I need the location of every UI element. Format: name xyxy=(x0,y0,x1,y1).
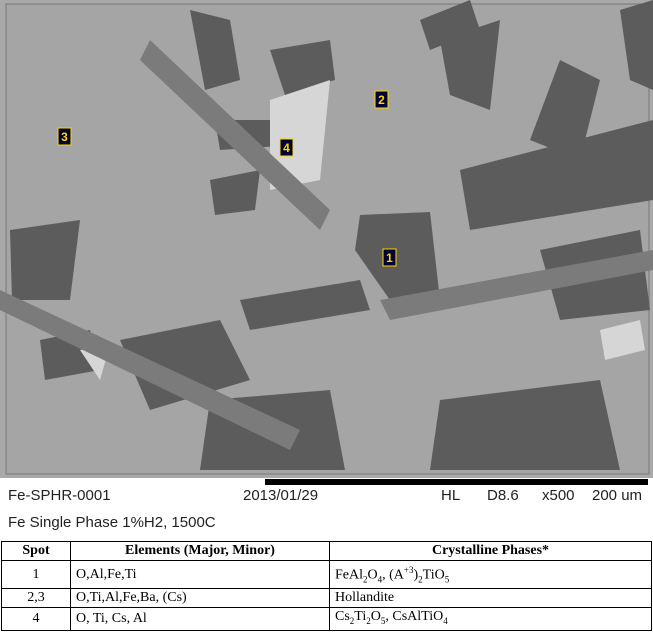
spot-cell: 2,3 xyxy=(2,589,71,608)
elements-cell: O, Ti, Cs, Al xyxy=(71,608,330,631)
table: Spot Elements (Major, Minor) Crystalline… xyxy=(1,541,652,631)
phases-cell: Hollandite xyxy=(330,589,652,608)
spot-label: 4 xyxy=(283,141,290,155)
elements-cell: O,Al,Fe,Ti xyxy=(71,561,330,589)
phase-text: , CsAlTiO xyxy=(385,609,443,624)
phase-text: Ti xyxy=(354,609,366,624)
phase-text: TiO xyxy=(423,568,445,583)
spot-label: 3 xyxy=(61,130,68,144)
header-cell: Elements (Major, Minor) xyxy=(71,542,330,561)
spot-cell: 4 xyxy=(2,608,71,631)
header-cell: Spot xyxy=(2,542,71,561)
sem-image: 2 3 4 1 xyxy=(0,0,653,478)
phase-text: O xyxy=(371,609,381,624)
mode: HL xyxy=(441,487,460,504)
phase-text: , (A xyxy=(382,568,404,583)
phase-text: Hollandite xyxy=(335,590,394,605)
scale-bar xyxy=(265,479,648,485)
distance: D8.6 xyxy=(487,487,519,504)
elements-cell: O,Ti,Al,Fe,Ba, (Cs) xyxy=(71,589,330,608)
phase-text: O xyxy=(368,568,378,583)
phase-text: FeAl xyxy=(335,568,363,583)
spot-label: 1 xyxy=(386,251,393,265)
spot-label: 2 xyxy=(378,93,385,107)
magnification: x500 xyxy=(542,487,575,504)
date: 2013/01/29 xyxy=(243,487,318,504)
phase-text: Cs xyxy=(335,609,350,624)
figure: 2 3 4 1 Fe-SPHR-0001 2013/01/29 HL D8.6 … xyxy=(0,0,653,638)
caption: Fe Single Phase 1%H2, 1500C xyxy=(8,514,216,531)
spot-cell: 1 xyxy=(2,561,71,589)
phase-text: 5 xyxy=(445,574,450,584)
sample-id: Fe-SPHR-0001 xyxy=(8,487,111,504)
phase-text: 4 xyxy=(443,616,448,626)
phases-cell: FeAl2O4, (A+3)2TiO5 xyxy=(330,561,652,589)
header-cell: Crystalline Phases* xyxy=(330,542,652,561)
scale: 200 um xyxy=(592,487,642,504)
phases-cell: Cs2Ti2O5, CsAlTiO4 xyxy=(330,608,652,631)
